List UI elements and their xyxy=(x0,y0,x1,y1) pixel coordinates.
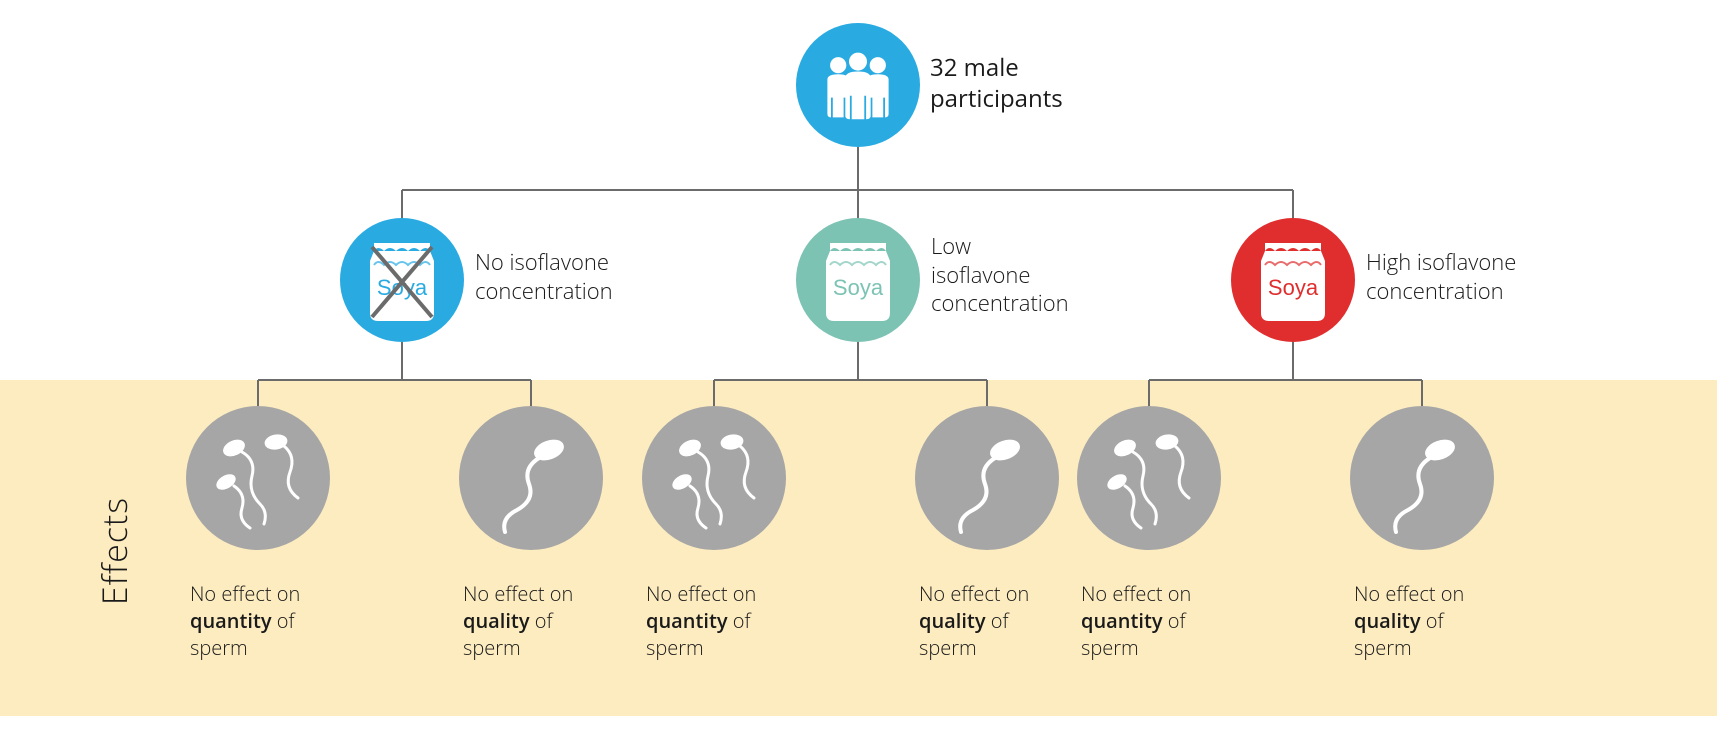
root-label: 32 male participants xyxy=(930,52,1063,114)
people-icon xyxy=(813,40,903,130)
effect-node xyxy=(459,406,603,550)
effect-node xyxy=(186,406,330,550)
branch-label-low-iso: Lowisoflavoneconcentration xyxy=(931,232,1069,318)
effect-label: No effect onquality ofsperm xyxy=(919,580,1089,661)
effect-node xyxy=(915,406,1059,550)
branch-label-no-iso: No isoflavoneconcentration xyxy=(475,248,613,305)
effect-node xyxy=(642,406,786,550)
branch-node-low-iso: Soya xyxy=(796,218,920,342)
effect-label: No effect onquality ofsperm xyxy=(463,580,633,661)
effect-label: No effect onquality ofsperm xyxy=(1354,580,1524,661)
effect-label: No effect onquantity ofsperm xyxy=(190,580,360,661)
effect-label: No effect onquantity ofsperm xyxy=(646,580,816,661)
effects-title: Effects xyxy=(91,497,137,605)
effect-label: No effect onquantity ofsperm xyxy=(1081,580,1251,661)
root-node xyxy=(796,23,920,147)
root-label-l2: participants xyxy=(930,82,1063,115)
effect-node xyxy=(1350,406,1494,550)
svg-text:Soya: Soya xyxy=(1268,275,1319,300)
effect-node xyxy=(1077,406,1221,550)
study-diagram: 32 male participants Soya No isoflavonec… xyxy=(0,0,1717,736)
branch-node-no-iso: Soya xyxy=(340,218,464,342)
svg-text:Soya: Soya xyxy=(833,275,884,300)
branch-label-high-iso: High isoflavoneconcentration xyxy=(1366,248,1516,305)
branch-node-high-iso: Soya xyxy=(1231,218,1355,342)
root-label-l1: 32 male xyxy=(930,51,1019,84)
